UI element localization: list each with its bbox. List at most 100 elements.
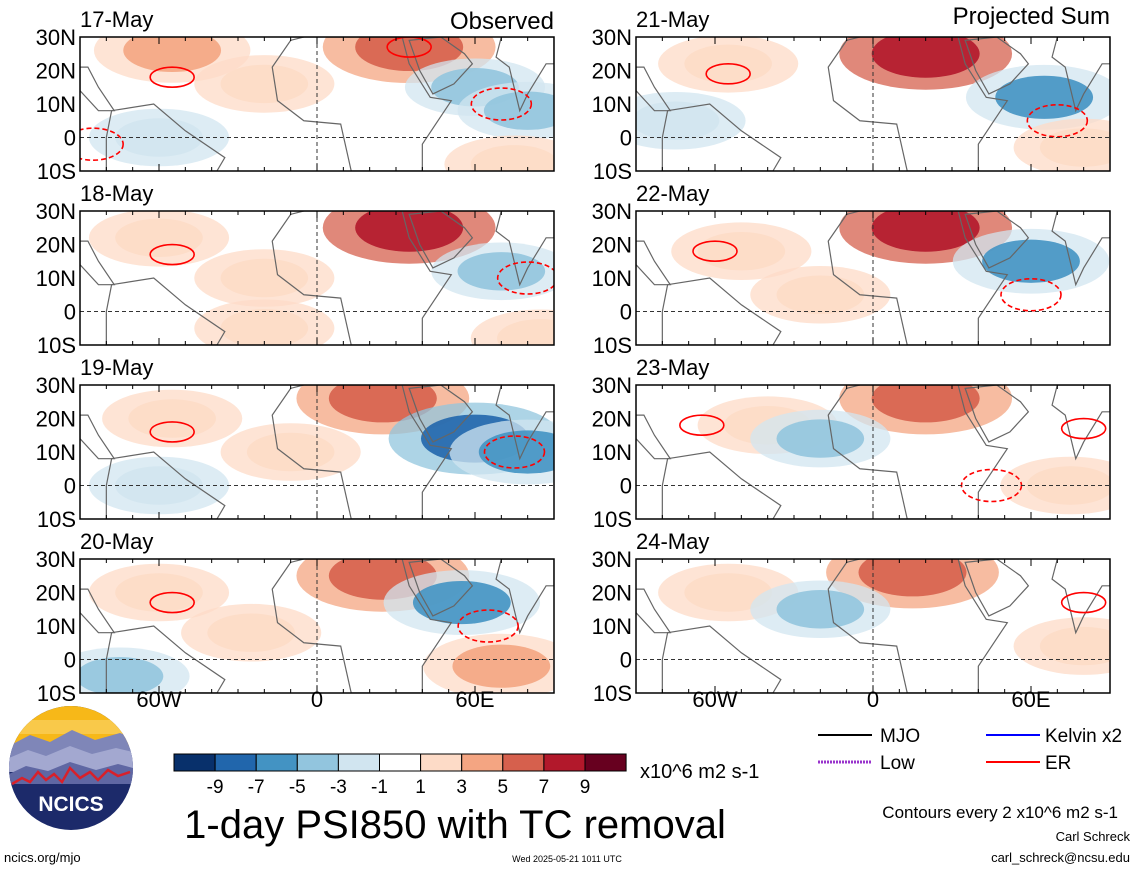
- coastline: [1051, 559, 1110, 635]
- lat-tick-label: 20N: [36, 59, 76, 84]
- lat-tick-label: 20N: [592, 581, 632, 606]
- er-contour: [457, 609, 519, 643]
- panel-date: 24-May: [636, 529, 709, 554]
- lat-tick-label: 0: [620, 648, 632, 673]
- lat-tick-label: 0: [620, 126, 632, 151]
- coastline: [848, 559, 969, 560]
- lat-tick-label: 30N: [36, 373, 76, 398]
- er-contour: [496, 261, 554, 295]
- psi-field-core: [858, 559, 967, 597]
- er-contour: [149, 66, 195, 88]
- panel-date: 23-May: [636, 355, 709, 380]
- lat-tick-label: 10N: [592, 614, 632, 639]
- lat-tick-label: 0: [620, 300, 632, 325]
- coastline: [495, 559, 554, 635]
- lat-tick-label: 20N: [592, 59, 632, 84]
- colorbar-tick-label: 9: [580, 777, 591, 798]
- lat-tick-label: 30N: [592, 25, 632, 50]
- colorbar-swatch: [584, 753, 627, 772]
- panel-date: 18-May: [80, 181, 153, 206]
- coastline: [661, 103, 782, 171]
- psi-field-core: [452, 644, 551, 688]
- coastline: [271, 211, 453, 345]
- coastline: [661, 277, 782, 345]
- colorbar-swatch: [502, 753, 545, 772]
- psi-field-core: [220, 258, 309, 298]
- coastline: [1051, 37, 1110, 113]
- lat-tick-label: 10S: [37, 507, 76, 532]
- lon-tick-label: 60E: [1011, 687, 1050, 712]
- main-title: 1-day PSI850 with TC removal: [184, 803, 726, 847]
- psi-field-core: [636, 101, 720, 140]
- lat-tick-label: 30N: [592, 547, 632, 572]
- lat-tick-label: 30N: [36, 25, 76, 50]
- psi-field-core: [871, 385, 980, 423]
- coastline: [1051, 211, 1110, 287]
- psi-field-core: [220, 309, 309, 345]
- colorbar-tick-label: -5: [289, 777, 306, 798]
- observed-title: Observed: [450, 8, 554, 35]
- lon-tick-label: 0: [311, 687, 323, 712]
- panel-date: 17-May: [80, 7, 153, 32]
- coastline: [636, 66, 672, 112]
- coastline: [292, 37, 413, 38]
- panel-date: 19-May: [80, 355, 153, 380]
- coastline: [408, 37, 474, 95]
- lat-tick-label: 20N: [592, 407, 632, 432]
- line-legend: MJO Kelvin x2 Low ER: [818, 726, 1122, 774]
- psi-field-core: [80, 657, 164, 693]
- coastline: [105, 277, 226, 345]
- er-contour: [692, 240, 738, 262]
- coastline: [495, 211, 554, 287]
- projected-title: Projected Sum: [953, 3, 1110, 30]
- lat-tick-label: 30N: [36, 199, 76, 224]
- psi-field-core: [220, 64, 309, 104]
- kelvin-legend-label: Kelvin x2: [1045, 726, 1122, 747]
- psi-field-core: [115, 573, 203, 612]
- er-contour: [1060, 591, 1107, 614]
- author-email: carl_schreck@ncsu.edu: [991, 850, 1130, 865]
- lat-tick-label: 20N: [36, 407, 76, 432]
- colorbar-tick-label: -7: [248, 777, 265, 798]
- lat-tick-label: 30N: [36, 547, 76, 572]
- lat-tick-label: 20N: [592, 233, 632, 258]
- colorbar-swatch: [379, 753, 422, 772]
- lat-tick-label: 10N: [36, 92, 76, 117]
- coastline: [105, 103, 226, 171]
- contour-note: Contours every 2 x10^6 m2 s-1: [882, 803, 1118, 822]
- psi-field-core: [497, 319, 554, 345]
- lon-tick-label: 60E: [455, 687, 494, 712]
- colorbar-tick-label: 7: [539, 777, 550, 798]
- colorbar-swatch: [420, 753, 463, 772]
- er-contour: [149, 421, 195, 443]
- colorbar-swatch: [255, 753, 298, 772]
- lat-tick-label: 10N: [36, 266, 76, 291]
- colorbar-swatch: [214, 753, 257, 772]
- coastline: [80, 240, 116, 286]
- er-contour: [705, 63, 751, 85]
- psi-field-core: [684, 573, 772, 612]
- psi-field-core: [995, 75, 1094, 119]
- coastline: [636, 414, 672, 460]
- colorbar-tick-label: 5: [498, 777, 509, 798]
- psi-field-core: [470, 145, 554, 171]
- lat-tick-label: 0: [64, 126, 76, 151]
- coastline: [292, 559, 413, 560]
- lat-tick-label: 0: [620, 474, 632, 499]
- psi-field-core: [871, 37, 980, 78]
- psi-field-core: [1039, 626, 1110, 666]
- lon-tick-label: 60W: [692, 687, 737, 712]
- lat-tick-label: 10S: [593, 333, 632, 358]
- coastline: [848, 385, 969, 386]
- colorbar-swatch: [296, 753, 339, 772]
- lat-tick-label: 10S: [37, 333, 76, 358]
- er-contour: [679, 414, 725, 437]
- er-contour: [483, 435, 546, 469]
- colorbar-tick-label: -9: [207, 777, 224, 798]
- lat-tick-label: 0: [64, 474, 76, 499]
- panel-date: 20-May: [80, 529, 153, 554]
